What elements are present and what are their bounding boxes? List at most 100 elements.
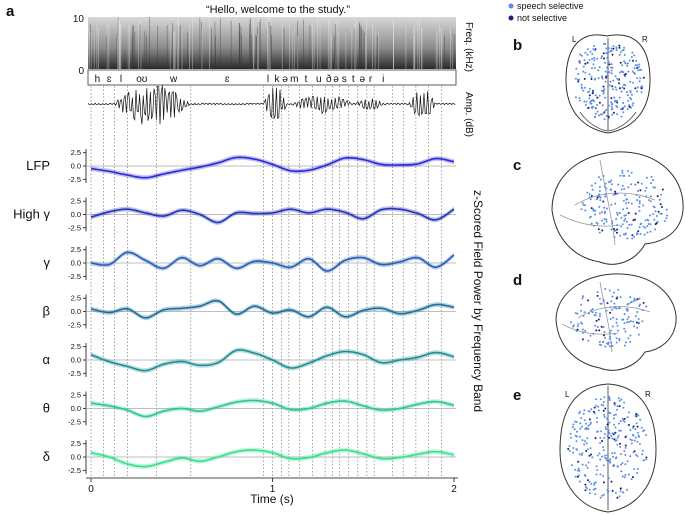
band-series-line	[90, 449, 455, 468]
electrode-dot	[578, 480, 581, 483]
waveform-ylabel: Amp. (dB)	[463, 92, 474, 137]
electrode-dot	[622, 233, 625, 236]
electrode-dot	[604, 96, 607, 99]
band-y-tick-label: -2.5	[68, 272, 81, 281]
electrode-dot	[642, 76, 645, 79]
band-name: δ	[43, 449, 50, 464]
electrode-dot	[603, 331, 606, 334]
electrode-dot	[636, 67, 639, 69]
electrode-dot	[576, 469, 579, 472]
electrode-dot	[630, 223, 633, 226]
electrode-dot	[654, 210, 657, 213]
band-name: θ	[43, 401, 50, 416]
electrode-dot	[645, 456, 648, 459]
electrode-dot	[633, 299, 636, 302]
electrode-dot	[604, 193, 607, 196]
electrode-dot	[594, 116, 596, 119]
band-y-tick-label: 2.5	[71, 342, 81, 351]
electrode-dot	[596, 57, 599, 60]
electrode-dot	[615, 318, 618, 321]
phoneme-label: ə	[360, 74, 366, 85]
brain-b-left-label: L	[572, 35, 577, 44]
electrode-dot	[613, 96, 616, 99]
electrode-dot	[577, 78, 579, 81]
electrode-dot	[622, 406, 625, 409]
electrode-dot	[591, 207, 594, 210]
electrode-dot	[607, 343, 610, 346]
x-tick-label: 1	[270, 484, 276, 495]
electrode-dot	[649, 230, 652, 233]
electrode-dot	[576, 435, 578, 438]
electrode-dot	[615, 46, 618, 49]
electrode-dot	[575, 96, 577, 99]
electrode-dot	[573, 428, 576, 431]
electrode-dot	[621, 171, 624, 174]
electrode-dot	[609, 306, 612, 309]
electrode-dot	[608, 337, 611, 340]
electrode-dot	[611, 85, 614, 88]
electrode-dot	[614, 75, 617, 78]
electrode-dot	[585, 100, 588, 103]
electrode-dot	[650, 175, 653, 178]
electrode-dot	[599, 398, 602, 401]
electrode-dot	[591, 92, 594, 95]
electrode-dot	[596, 291, 599, 294]
electrode-dot	[587, 339, 590, 342]
electrode-dot	[620, 398, 623, 401]
electrode-dot	[623, 327, 626, 330]
electrode-dot	[589, 198, 592, 201]
phoneme-label: i	[382, 74, 384, 85]
electrode-dot	[598, 114, 601, 117]
electrode-dot	[602, 401, 605, 404]
electrode-dot	[597, 318, 600, 321]
electrode-dot	[623, 105, 626, 108]
electrode-dot	[640, 182, 643, 185]
electrode-dot	[641, 453, 644, 456]
electrode-dot	[638, 200, 641, 203]
electrode-dot	[613, 452, 616, 455]
electrode-dot	[598, 190, 601, 192]
electrode-dot	[619, 420, 622, 422]
electrode-dot	[617, 79, 620, 82]
electrode-dot	[599, 496, 602, 499]
electrode-dot	[634, 212, 637, 215]
waveform: Amp. (dB)	[87, 85, 474, 137]
electrode-dot	[610, 203, 613, 206]
electrode-dot	[588, 59, 591, 61]
electrode-dot	[629, 320, 632, 323]
electrode-dot	[588, 94, 591, 97]
electrode-dot	[592, 224, 595, 227]
band-name: LFP	[26, 158, 50, 173]
electrode-dot	[580, 208, 583, 211]
electrode-dot	[619, 487, 622, 490]
electrode-dot	[605, 218, 608, 221]
electrode-dot	[613, 403, 616, 406]
electrode-dot	[598, 193, 601, 196]
electrode-dot	[603, 206, 606, 209]
electrode-dot	[629, 429, 632, 431]
x-tick-label: 0	[88, 484, 94, 495]
electrode-dot	[580, 54, 583, 57]
electrode-dot	[623, 401, 626, 404]
electrode-dot	[596, 104, 598, 106]
electrode-dot	[624, 330, 627, 333]
electrode-dot	[656, 215, 658, 217]
electrode-dot	[587, 299, 590, 302]
electrode-dot	[579, 410, 582, 413]
electrode-dot	[613, 402, 616, 405]
electrode-dot	[626, 91, 628, 93]
band-panel: 2.5 0.0 -2.5 δ	[43, 439, 456, 475]
electrode-dot	[623, 322, 626, 325]
electrode-dot	[616, 228, 619, 231]
electrode-dot	[597, 409, 600, 412]
electrode-dot	[649, 223, 652, 226]
electrode-dot	[594, 182, 597, 185]
electrode-dot	[609, 80, 612, 83]
electrode-dot	[618, 87, 621, 90]
phoneme-label: w	[169, 74, 178, 85]
electrode-dot	[634, 72, 636, 75]
electrode-dot	[604, 210, 606, 213]
electrode-dot	[595, 465, 598, 468]
electrode-dot	[582, 65, 585, 68]
electrode-dot	[604, 80, 607, 83]
